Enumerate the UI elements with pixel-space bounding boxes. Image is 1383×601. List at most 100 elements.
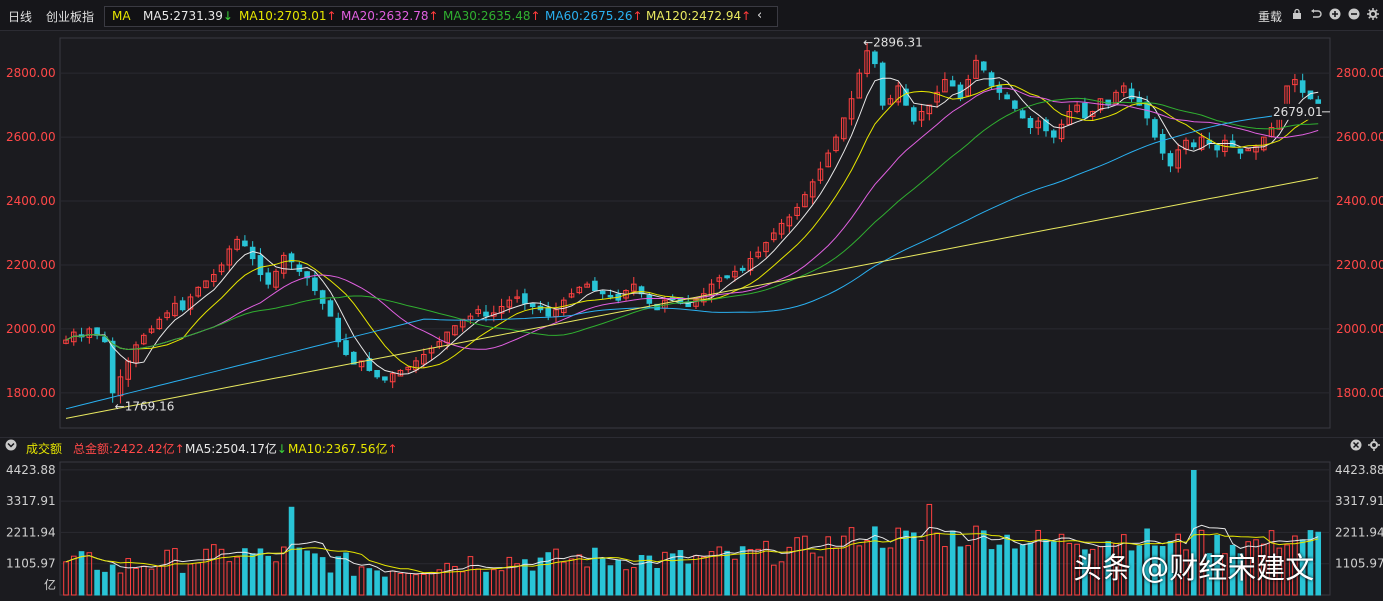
candle-body (638, 286, 645, 295)
price-tick-label-right: 2800.00 (1336, 66, 1383, 80)
ma-item[interactable]: MA120:2472.94↑ (646, 9, 751, 23)
candle-body (996, 85, 1003, 93)
volume-bar (327, 572, 334, 596)
price-tick-label-right: 1800.00 (1336, 386, 1383, 400)
candle-body (257, 255, 264, 276)
volume-bar (918, 539, 925, 596)
candle-body (879, 62, 886, 106)
volume-bar (413, 574, 419, 596)
volume-tick-label-left: 3317.91 (6, 494, 56, 508)
volume-bar (179, 572, 186, 596)
current-price-label: 2679.01 (1273, 105, 1323, 119)
volume-bar (148, 568, 155, 596)
ma-line-60 (65, 110, 1319, 410)
ma-item-arrow: ↑ (326, 9, 337, 23)
ma-item[interactable]: MA20:2632.78↑ (341, 9, 439, 23)
candle-body (864, 50, 870, 74)
volume-bar (1082, 549, 1088, 596)
candle-body (117, 376, 124, 397)
volume-bar (942, 546, 948, 596)
zoom-in-icon[interactable] (1328, 8, 1342, 22)
candle-body (265, 272, 272, 285)
volume-bar (926, 503, 933, 596)
candle-body (848, 98, 855, 120)
volume-bar (1159, 546, 1166, 596)
candle-body (94, 327, 100, 336)
volume-bar (1136, 545, 1143, 596)
volume-bar (117, 572, 124, 596)
volume-bar (560, 561, 567, 596)
volume-bar (242, 548, 248, 596)
watermark: 头条 @财经宋建文 (1073, 551, 1315, 585)
undo-icon[interactable] (1309, 8, 1323, 22)
candle-body (1175, 149, 1182, 169)
volume-bar (1152, 545, 1158, 596)
ma-item-arrow: ↑ (741, 9, 752, 23)
lock-icon[interactable] (1290, 8, 1304, 22)
volume-bar (498, 570, 505, 596)
volume-bar (669, 553, 676, 596)
candle-body (350, 351, 357, 365)
close-icon[interactable] (1350, 439, 1362, 454)
ma-item[interactable]: MA5:2731.39↓ (143, 9, 233, 23)
volume-bar (389, 570, 396, 596)
ma-item[interactable]: MA60:2675.26↑ (545, 9, 643, 23)
candle-body (949, 80, 956, 87)
candle-body (195, 286, 202, 297)
volume-bar (1050, 541, 1057, 596)
candle-body (1035, 120, 1042, 129)
price-tick-label-left: 2600.00 (6, 130, 56, 144)
ma-item-label: MA120:2472.94 (646, 9, 742, 23)
candle-body (1120, 85, 1127, 93)
volume-bar (436, 569, 443, 596)
volume-bar (895, 527, 902, 596)
ma-item[interactable]: MA30:2635.48↑ (443, 9, 541, 23)
volume-bar (996, 544, 1003, 596)
zoom-out-icon[interactable] (1347, 8, 1361, 22)
volume-unit-label: 亿 (44, 577, 56, 592)
ma-line-10 (65, 83, 1319, 369)
volume-bar (794, 537, 800, 596)
volume-bar (1292, 535, 1298, 596)
candle-body (1214, 144, 1220, 151)
ma-item[interactable]: MA10:2703.01↑ (239, 9, 337, 23)
settings-icon[interactable] (1366, 8, 1380, 22)
price-tick-label-left: 1800.00 (6, 386, 56, 400)
candle-body (1043, 119, 1049, 132)
kline-chart[interactable]: 2800.00 2800.00 2600.00 2600.00 2400.00 2400.… (0, 30, 1383, 601)
volume-tick-label-right: 3317.91 (1335, 494, 1383, 508)
price-tick-label-left: 2000.00 (6, 322, 56, 336)
candle-body (576, 286, 583, 294)
volume-bar (133, 567, 139, 596)
collapse-icon[interactable] (5, 439, 17, 451)
candle-body (1058, 123, 1065, 140)
candle-body (1198, 136, 1205, 150)
reload-label[interactable]: 重载 (1258, 10, 1283, 24)
period-label[interactable]: 日线 (8, 10, 33, 24)
volume-bar (965, 545, 972, 596)
gear-icon[interactable] (1368, 439, 1380, 454)
ma-line-5 (65, 77, 1319, 375)
candle-body (187, 296, 194, 310)
candle-body (887, 98, 894, 105)
candle-body (529, 303, 536, 308)
ma-label[interactable]: MA (112, 9, 131, 23)
ma-item-label: MA20:2632.78 (341, 9, 429, 23)
candle-body (203, 280, 209, 289)
volume-bar (848, 527, 855, 596)
candle-body (522, 293, 528, 304)
chevron-left-icon[interactable]: ‹ (757, 8, 763, 23)
candle-body (700, 293, 707, 303)
candle-body (498, 306, 505, 314)
candle-body (1237, 148, 1244, 154)
volume-bar (125, 558, 132, 596)
candle-body (607, 294, 614, 298)
candle-body (148, 328, 155, 333)
index-name[interactable]: 创业板指 (46, 10, 95, 24)
volume-bar (817, 556, 824, 596)
candle-body (732, 270, 738, 278)
candle-body (514, 296, 520, 299)
ma-item-arrow: ↑ (428, 9, 439, 23)
candle-body (1050, 130, 1057, 138)
volume-bar (786, 546, 793, 596)
